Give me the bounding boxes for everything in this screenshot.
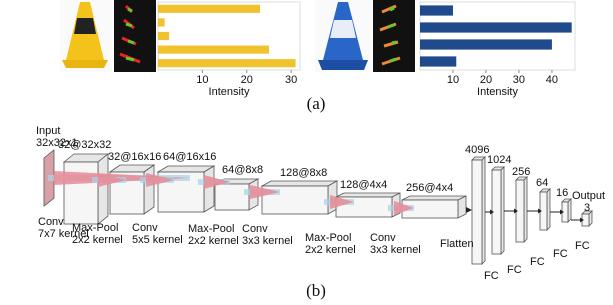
bar [158,46,269,54]
figure: (a) (b) 102030Intensity10203040Intensity… [0,0,613,305]
layer-shape [215,184,249,210]
layer-size: 64 [536,177,548,189]
layer-operation: Max-Pool [188,223,234,235]
layer-shape [547,189,550,230]
x-axis-label: Intensity [477,86,518,98]
bar [158,59,296,67]
x-tick-label: 40 [546,74,558,86]
cone-image-blue [315,0,371,72]
layer-operation: Conv [132,222,158,234]
layer-operation: Conv [242,223,268,235]
bar [158,18,165,26]
layer-size: 16 [556,187,568,199]
bar [420,56,456,66]
layer-size: 64@8x8 [222,164,263,176]
layer-shape [458,196,466,218]
x-axis-label: Intensity [209,86,250,98]
layer-operation: Conv [370,232,396,244]
layer-size: 32@16x16 [108,151,161,163]
layer-operation: FC [553,248,568,260]
bar [158,5,260,13]
bar [420,39,552,49]
layer-shape [144,165,154,214]
cone-image-yellow [60,0,112,72]
bar [158,32,169,40]
layer-size: Input [36,125,60,137]
caption: (b) [306,281,326,300]
layer-size: 3 [584,202,590,214]
layer-size: 64@16x16 [163,151,216,163]
layer-size: 32@32x32 [58,139,111,151]
layer-shape [98,154,108,224]
bar [420,5,453,15]
x-tick-label: 20 [480,74,492,86]
layer-shape [262,181,337,186]
x-tick-label: 20 [241,74,253,86]
layer-shape [204,166,214,212]
layer-operation: 2x2 kernel [72,234,123,246]
layer-operation: 2x2 kernel [188,235,239,247]
layer-operation: 5x5 kernel [132,234,183,246]
x-tick-label: 30 [513,74,525,86]
layer-size: 256 [512,166,530,178]
x-tick-label: 30 [285,74,297,86]
layer-operation: Flatten [440,238,474,250]
layer-size: 256@4x4 [406,182,453,194]
layer-operation: Max-Pool [72,222,118,234]
layer-shape [501,167,504,254]
layer-shape [482,157,485,264]
layer-size: 4096 [465,144,489,156]
layer-operation: FC [530,256,545,268]
layer-size: 128@4x4 [340,179,387,191]
layer-size: 128@8x8 [280,167,327,179]
bar [420,22,572,32]
layer-shape [336,193,400,197]
layer-operation: 2x2 kernel [305,244,356,256]
heatmap-yellow [114,0,156,72]
x-tick-label: 10 [447,74,459,86]
layer-shape [568,199,571,222]
layer-operation: FC [575,240,590,252]
layer-operation: FC [484,270,499,282]
heatmap-blue [373,0,415,72]
layer-size: Output [572,190,605,202]
layer-shape [402,196,466,200]
layer-size: 1024 [487,154,511,166]
x-tick-label: 10 [196,74,208,86]
layer-shape [524,177,527,242]
layer-shape [466,207,472,213]
layer-operation: FC [507,264,522,276]
layer-operation: Conv [38,216,64,228]
caption: (a) [307,94,326,113]
layer-operation: Max-Pool [305,232,351,244]
layer-operation: 3x3 kernel [242,235,293,247]
layer-shape [64,162,98,224]
layer-operation: 3x3 kernel [370,244,421,256]
